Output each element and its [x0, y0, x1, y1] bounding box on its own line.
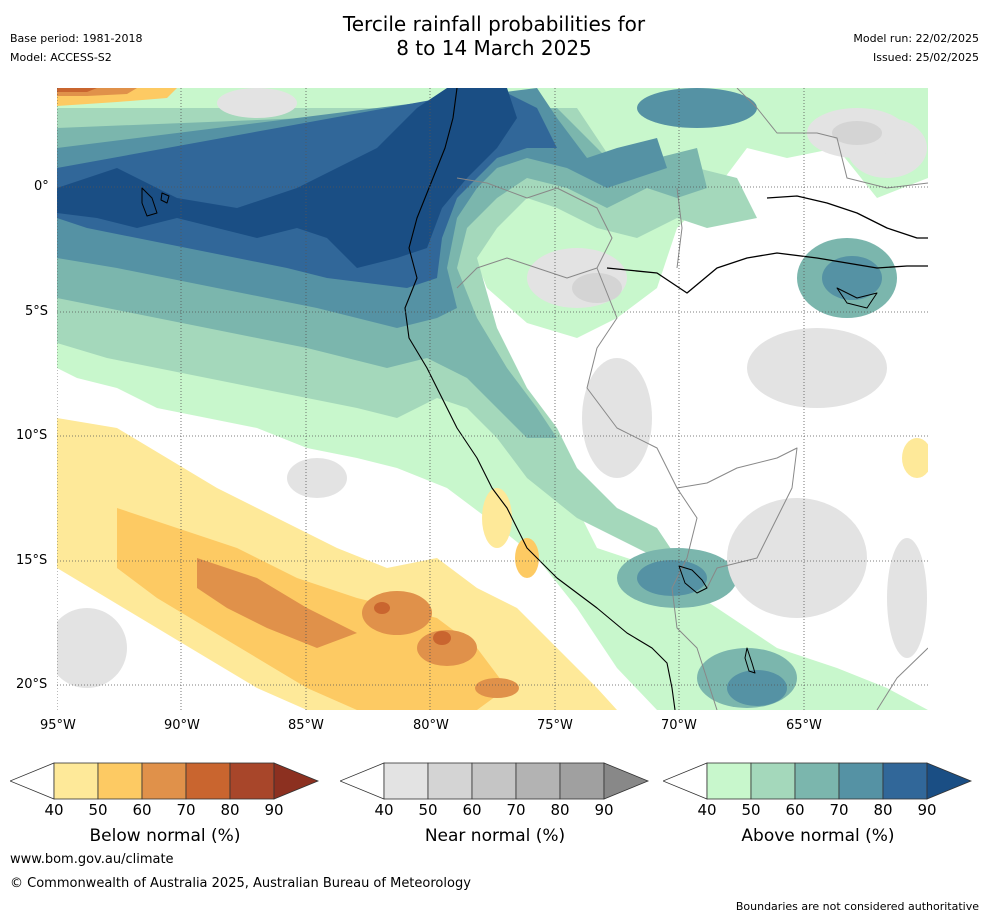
lon-label-95w: 95°W — [40, 718, 76, 733]
tick-label: 50 — [88, 801, 108, 819]
lon-label-85w: 85°W — [288, 718, 324, 733]
above-normal-region — [57, 88, 928, 710]
disclaimer-text: Boundaries are not considered authoritat… — [735, 900, 979, 913]
base-period-text: Base period: 1981-2018 — [10, 32, 143, 45]
lon-label-90w: 90°W — [164, 718, 200, 733]
tick-label: 80 — [873, 801, 893, 819]
tick-label: 90 — [264, 801, 284, 819]
below-normal-region — [57, 88, 928, 710]
tick-label: 80 — [550, 801, 570, 819]
tick-label: 90 — [594, 801, 614, 819]
colorbar-segment — [141, 762, 187, 800]
lat-label-10s: 10°S — [16, 428, 48, 443]
colorbar-segment — [383, 762, 429, 800]
tick-label: 60 — [132, 801, 152, 819]
tick-label: 70 — [829, 801, 849, 819]
colorbar-segment — [838, 762, 884, 800]
colorbar-segment — [794, 762, 840, 800]
copyright-text: © Commonwealth of Australia 2025, Austra… — [10, 876, 471, 891]
coastlines — [141, 88, 928, 710]
lon-label-65w: 65°W — [786, 718, 822, 733]
tick-label: 60 — [462, 801, 482, 819]
colorbar-segment — [427, 762, 473, 800]
colorbar-over-arrow — [603, 762, 650, 800]
lon-label-80w: 80°W — [413, 718, 449, 733]
below-normal-label: Below normal (%) — [89, 826, 241, 846]
model-text: Model: ACCESS-S2 — [10, 51, 112, 64]
colorbar-segment — [750, 762, 796, 800]
map-title-line2: 8 to 14 March 2025 — [396, 36, 592, 60]
colorbar-segment — [706, 762, 752, 800]
colorbar-segment — [515, 762, 561, 800]
lat-label-5s: 5°S — [25, 304, 49, 319]
near-normal-colorbar — [340, 762, 650, 800]
tick-label: 70 — [506, 801, 526, 819]
colorbar-over-arrow — [926, 762, 973, 800]
website-link[interactable]: www.bom.gov.au/climate — [10, 852, 174, 867]
colorbar-segment — [97, 762, 143, 800]
above-normal-colorbar — [663, 762, 973, 800]
colorbar-under-arrow — [663, 762, 708, 800]
near-normal-label: Near normal (%) — [424, 826, 566, 846]
colorbar-segment — [882, 762, 928, 800]
model-run-text: Model run: 22/02/2025 — [853, 32, 979, 45]
lon-label-70w: 70°W — [661, 718, 697, 733]
tick-label: 50 — [418, 801, 438, 819]
lon-label-75w: 75°W — [537, 718, 573, 733]
colorbar-segment — [229, 762, 275, 800]
colorbar-under-arrow — [340, 762, 385, 800]
issued-text: Issued: 25/02/2025 — [872, 51, 979, 64]
colorbar-under-arrow — [10, 762, 55, 800]
tick-label: 40 — [697, 801, 717, 819]
map-title-line1: Tercile rainfall probabilities for — [342, 12, 646, 36]
tick-label: 50 — [741, 801, 761, 819]
tick-label: 40 — [374, 801, 394, 819]
tick-label: 60 — [785, 801, 805, 819]
tick-label: 40 — [44, 801, 64, 819]
colorbar-segment — [53, 762, 99, 800]
tick-label: 80 — [220, 801, 240, 819]
rainfall-probability-map — [57, 88, 928, 710]
colorbar-segment — [471, 762, 517, 800]
tick-label: 70 — [176, 801, 196, 819]
lat-label-0: 0° — [34, 179, 49, 194]
colorbar-segment — [185, 762, 231, 800]
gridlines — [57, 88, 928, 710]
lat-label-20s: 20°S — [16, 677, 48, 692]
colorbar-over-arrow — [273, 762, 320, 800]
near-normal-region — [57, 88, 927, 688]
lat-label-15s: 15°S — [16, 553, 48, 568]
tick-label: 90 — [917, 801, 937, 819]
colorbar-segment — [559, 762, 605, 800]
below-normal-colorbar — [10, 762, 320, 800]
above-normal-label: Above normal (%) — [741, 826, 895, 846]
